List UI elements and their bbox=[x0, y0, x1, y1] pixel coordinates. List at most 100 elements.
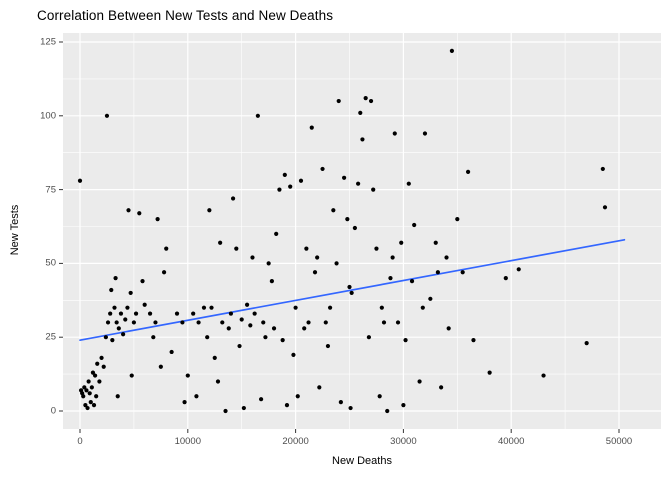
data-point bbox=[215, 379, 221, 384]
data-point bbox=[374, 246, 379, 251]
data-point bbox=[234, 246, 239, 251]
data-point bbox=[331, 208, 336, 213]
data-point bbox=[92, 373, 98, 378]
data-point bbox=[142, 302, 147, 307]
data-point bbox=[298, 178, 304, 183]
data-point bbox=[320, 166, 325, 172]
data-point bbox=[336, 98, 341, 104]
data-point bbox=[153, 320, 158, 325]
data-point bbox=[366, 335, 372, 340]
data-point bbox=[271, 326, 277, 331]
data-point bbox=[541, 373, 546, 378]
x-tick-label: 30000 bbox=[390, 436, 417, 447]
data-point bbox=[205, 335, 210, 340]
data-point bbox=[103, 335, 108, 340]
data-point bbox=[137, 211, 142, 216]
data-point bbox=[360, 137, 365, 142]
data-point bbox=[295, 394, 300, 399]
data-point bbox=[230, 196, 236, 201]
data-point bbox=[164, 246, 169, 251]
data-point bbox=[241, 405, 246, 411]
data-point bbox=[371, 187, 376, 192]
data-point bbox=[194, 394, 199, 399]
data-point bbox=[390, 255, 395, 260]
data-point bbox=[218, 240, 223, 245]
data-point bbox=[406, 181, 411, 186]
data-point bbox=[338, 400, 343, 405]
data-point bbox=[379, 305, 384, 310]
data-point bbox=[113, 276, 118, 281]
data-point bbox=[385, 408, 390, 414]
data-point bbox=[239, 317, 244, 322]
data-point bbox=[196, 320, 201, 325]
data-point bbox=[131, 320, 136, 325]
data-point bbox=[252, 311, 257, 316]
data-point bbox=[151, 335, 156, 340]
data-point bbox=[368, 98, 374, 104]
data-point bbox=[259, 397, 264, 402]
x-tick-label: 50000 bbox=[605, 436, 633, 447]
data-point bbox=[94, 394, 99, 399]
data-point bbox=[121, 332, 126, 337]
x-tick-label: 40000 bbox=[497, 436, 525, 447]
data-point bbox=[223, 408, 228, 414]
data-point bbox=[348, 405, 353, 411]
data-point bbox=[317, 385, 322, 390]
data-point bbox=[77, 178, 83, 183]
data-point bbox=[302, 326, 307, 331]
data-point bbox=[516, 267, 521, 272]
data-point bbox=[87, 391, 92, 396]
x-tick-label: 0 bbox=[77, 436, 83, 447]
data-point bbox=[293, 305, 298, 310]
data-point bbox=[169, 349, 174, 355]
data-point bbox=[110, 338, 115, 343]
y-axis-title: New Tests bbox=[9, 204, 21, 256]
x-axis-title: New Deaths bbox=[332, 455, 392, 467]
data-point bbox=[114, 320, 119, 325]
data-point bbox=[115, 394, 120, 399]
data-point bbox=[97, 379, 102, 384]
data-point bbox=[90, 370, 96, 375]
data-point bbox=[356, 181, 361, 186]
data-point bbox=[363, 95, 368, 101]
data-point bbox=[455, 217, 460, 222]
data-point bbox=[180, 320, 185, 325]
data-point bbox=[263, 335, 268, 340]
data-point bbox=[86, 379, 91, 384]
y-tick-label: 25 bbox=[45, 331, 56, 343]
data-point bbox=[81, 394, 86, 399]
data-point bbox=[409, 279, 415, 284]
data-point bbox=[323, 320, 328, 325]
data-point bbox=[101, 364, 106, 369]
data-point bbox=[226, 326, 231, 331]
data-point bbox=[352, 225, 357, 231]
data-point bbox=[342, 175, 347, 180]
data-point bbox=[399, 240, 404, 245]
data-point bbox=[584, 341, 589, 346]
data-point bbox=[392, 131, 397, 136]
data-point bbox=[123, 317, 128, 322]
data-point bbox=[444, 255, 449, 260]
data-point bbox=[255, 113, 260, 118]
data-point bbox=[129, 373, 134, 378]
data-point bbox=[602, 205, 608, 210]
data-point bbox=[388, 276, 393, 281]
data-point bbox=[174, 311, 180, 316]
data-point bbox=[95, 361, 100, 366]
data-point bbox=[284, 402, 290, 408]
data-point bbox=[291, 352, 296, 358]
data-point bbox=[104, 113, 110, 118]
data-point bbox=[185, 373, 190, 378]
data-point bbox=[147, 311, 153, 316]
data-point bbox=[349, 290, 354, 296]
data-point bbox=[439, 385, 444, 390]
y-tick-label: 125 bbox=[40, 36, 56, 48]
data-point bbox=[89, 385, 94, 390]
data-point bbox=[274, 231, 279, 236]
data-point bbox=[82, 385, 87, 390]
data-point bbox=[128, 290, 133, 296]
data-point bbox=[116, 326, 121, 331]
chart-title: Correlation Between New Tests and New De… bbox=[37, 8, 334, 23]
